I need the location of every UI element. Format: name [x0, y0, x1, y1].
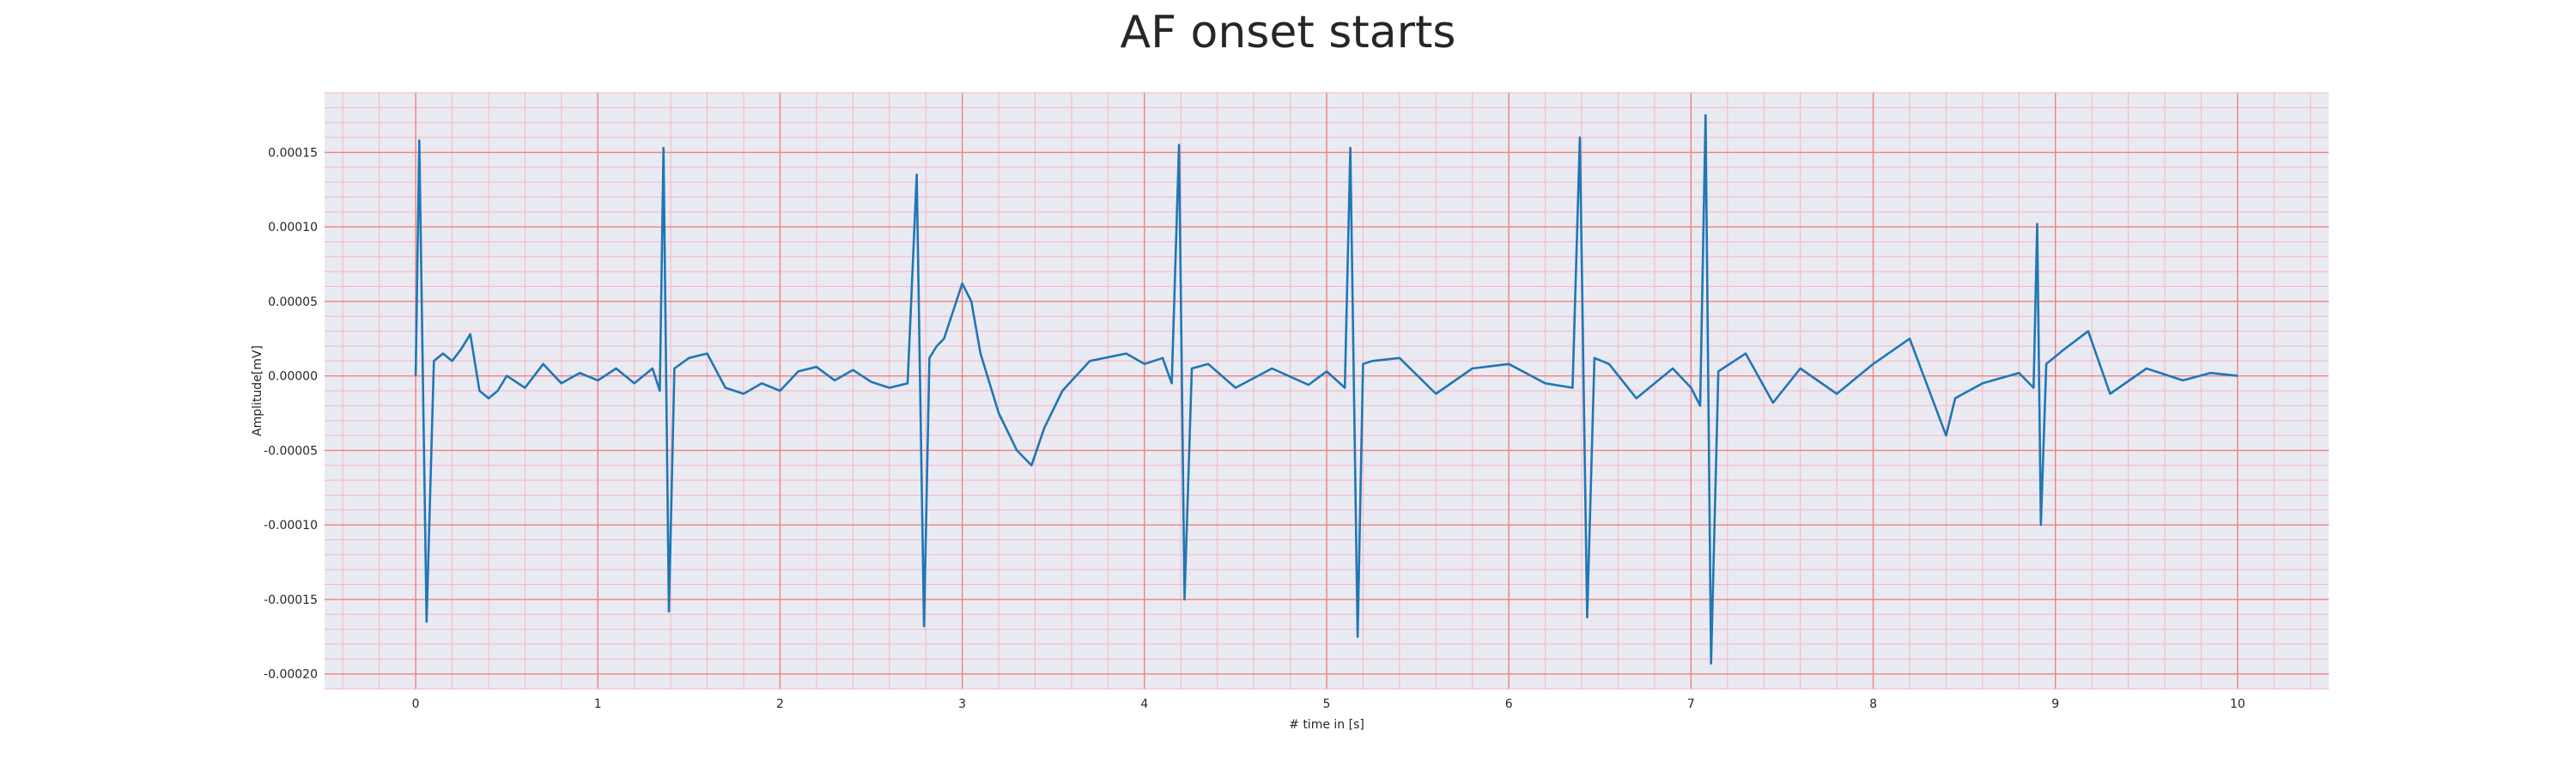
- x-tick-label: 9: [2051, 697, 2059, 711]
- x-tick-label: 1: [594, 697, 602, 711]
- y-axis-label: Amplitude[mV]: [251, 345, 264, 436]
- x-tick-label: 2: [776, 697, 784, 711]
- chart-title: AF onset starts: [1120, 7, 1456, 58]
- y-axis-ticks: 0.00015 0.00010 0.00005 0.00000 -0.00005 -0.0…: [264, 146, 318, 681]
- x-tick-label: 10: [2230, 697, 2245, 711]
- y-tick-label: -0.00015: [264, 593, 318, 607]
- y-tick-label: 0.00000: [268, 370, 318, 384]
- ecg-signal-line: [414, 113, 2239, 665]
- x-tick-label: 6: [1505, 697, 1513, 711]
- x-tick-label: 3: [958, 697, 966, 711]
- y-tick-label: 0.00005: [268, 295, 318, 309]
- y-tick-label: -0.00005: [264, 444, 318, 458]
- x-tick-label: 5: [1323, 697, 1331, 711]
- x-tick-label: 7: [1687, 697, 1695, 711]
- x-axis-ticks: 0 1 2 3 4 5 6 7 8 9 10: [412, 697, 2245, 711]
- y-tick-label: 0.00015: [268, 146, 318, 160]
- x-tick-label: 0: [412, 697, 420, 711]
- x-axis-label: # time in [s]: [1289, 718, 1364, 732]
- x-tick-label: 4: [1140, 697, 1148, 711]
- y-tick-label: -0.00010: [264, 519, 318, 533]
- y-tick-label: -0.00020: [264, 668, 318, 682]
- x-tick-label: 8: [1869, 697, 1877, 711]
- y-tick-label: 0.00010: [268, 221, 318, 234]
- major-grid: [325, 93, 2329, 689]
